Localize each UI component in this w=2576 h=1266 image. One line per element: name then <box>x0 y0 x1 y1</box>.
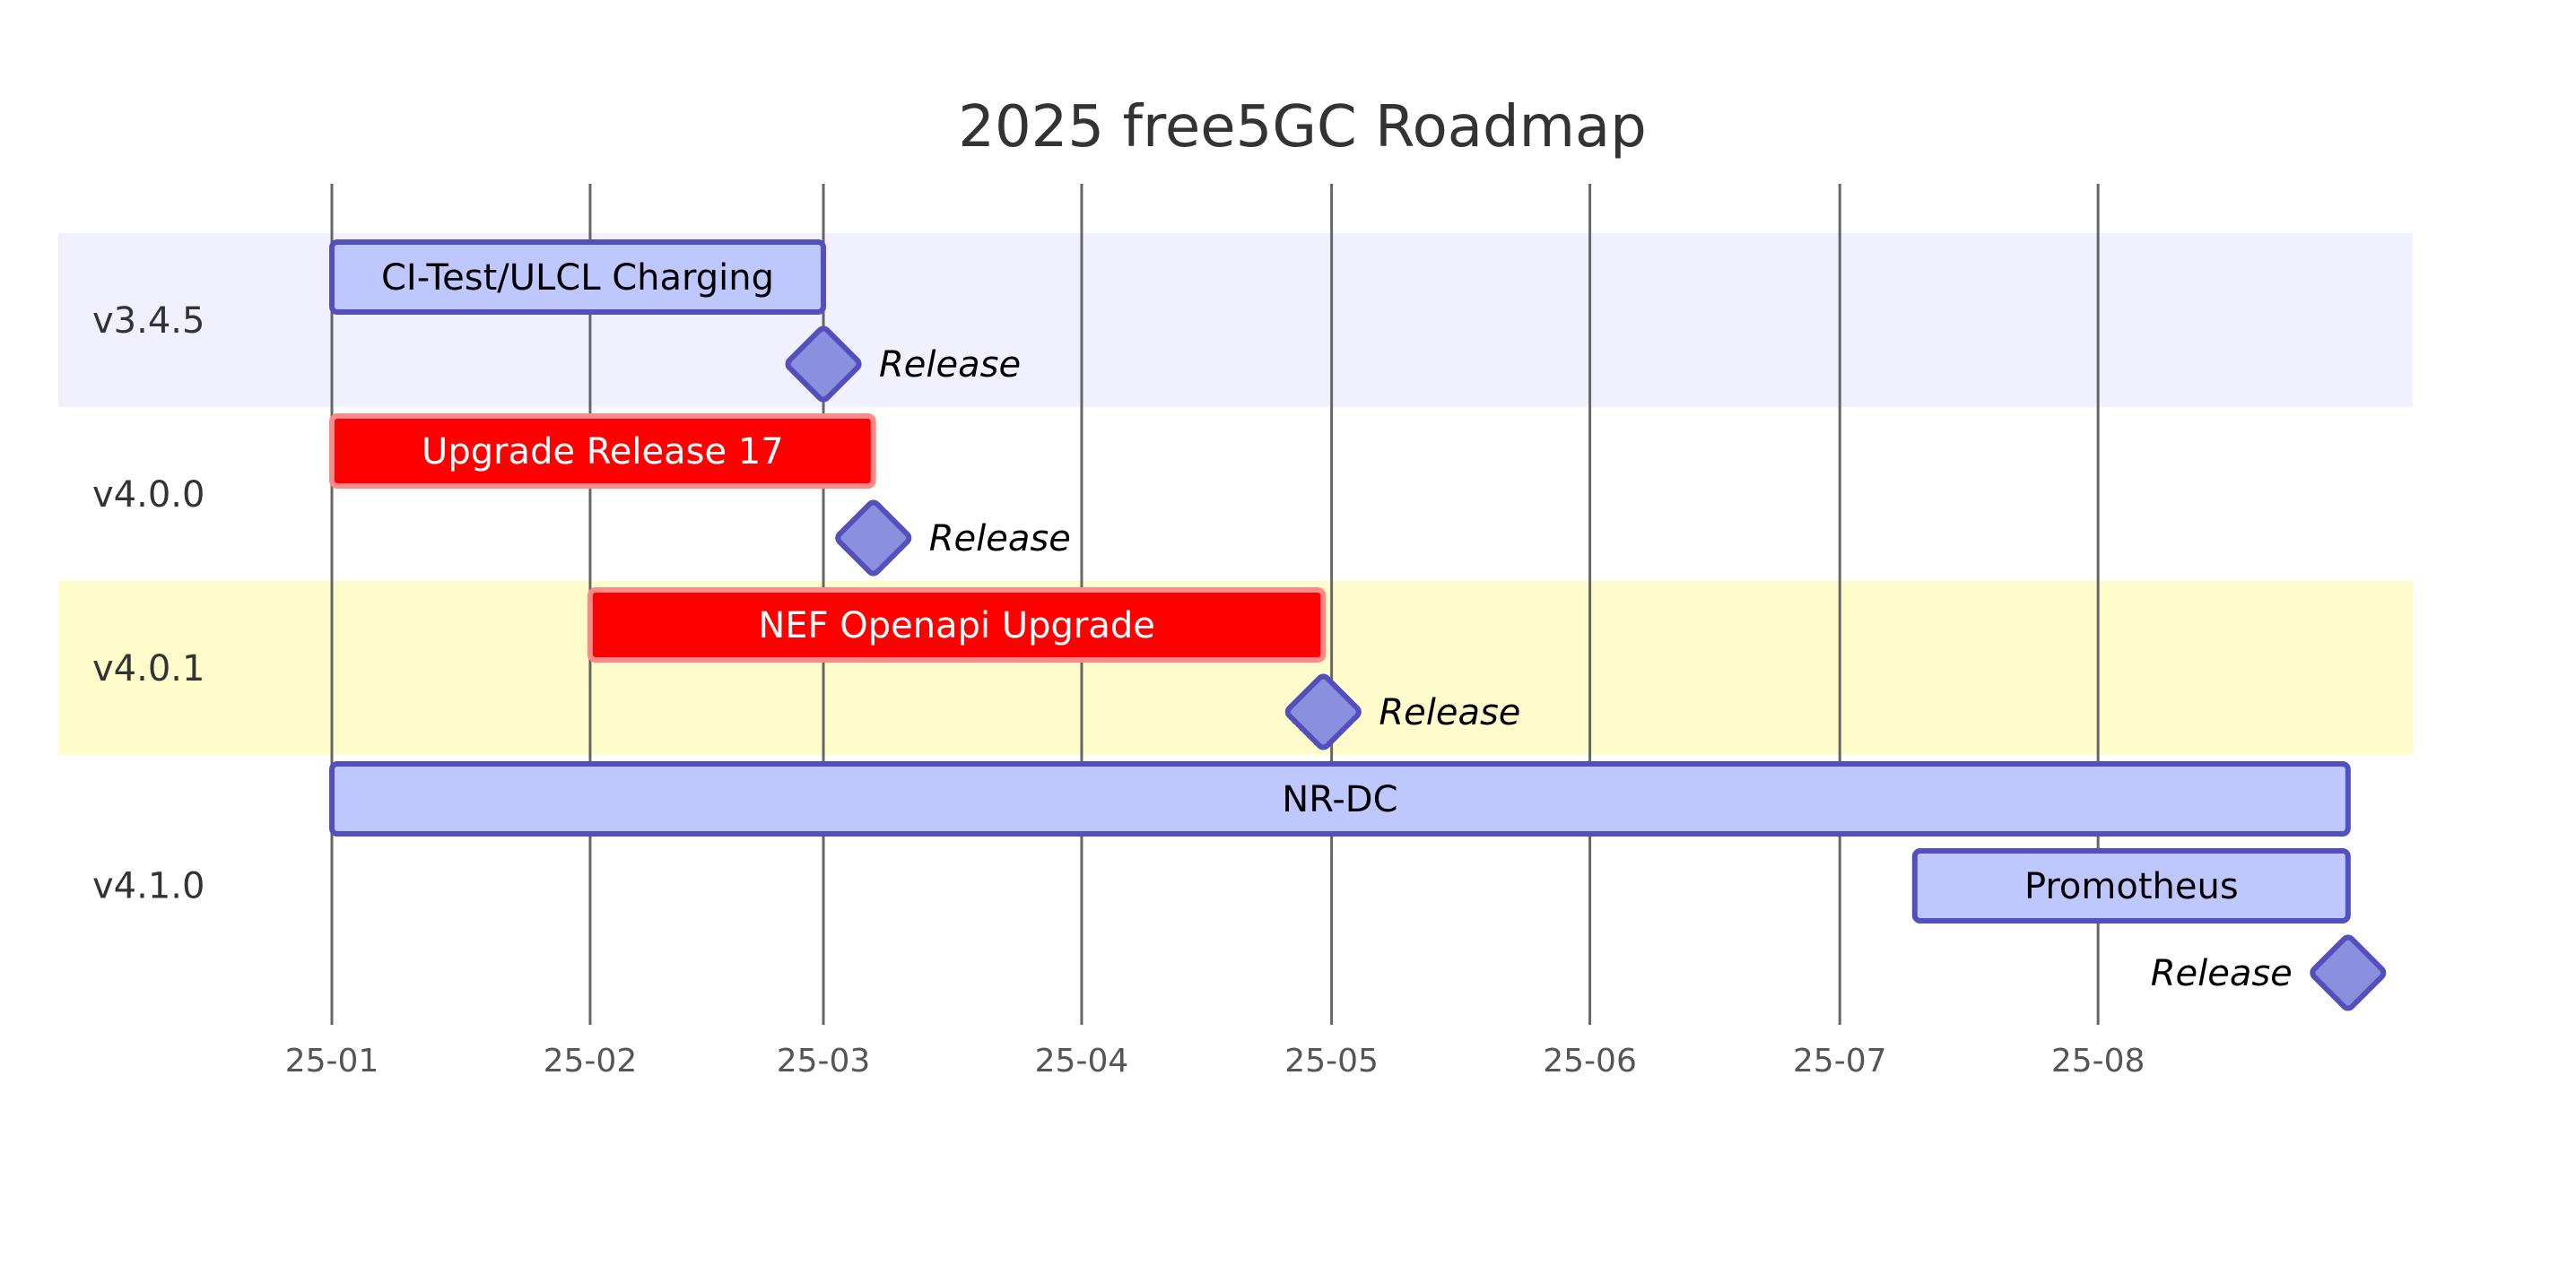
x-tick-label: 25-02 <box>544 1043 638 1080</box>
milestone-label: Release <box>1379 692 1520 733</box>
milestone-marker <box>835 499 912 577</box>
milestone-label: Release <box>929 518 1071 559</box>
tasks: CI-Test/ULCL Charging Upgrade Release 17 N… <box>329 239 2351 923</box>
milestone-marker <box>1284 673 1362 750</box>
milestones: Release Release Release Release <box>785 325 2387 1011</box>
x-tick-label: 25-08 <box>2051 1043 2145 1080</box>
task-label: NR-DC <box>1282 779 1397 820</box>
x-axis-ticks: 25-01 25-02 25-03 25-04 25-05 25-06 25-07 25-08 <box>285 1043 2145 1080</box>
section-label: v4.0.1 <box>92 648 205 689</box>
milestone-label: Release <box>2151 953 2293 994</box>
milestone-marker <box>785 325 862 403</box>
x-tick-label: 25-03 <box>777 1043 871 1080</box>
x-tick-label: 25-01 <box>285 1043 379 1080</box>
x-tick-label: 25-06 <box>1543 1043 1637 1080</box>
x-tick-label: 25-04 <box>1035 1043 1129 1080</box>
milestone-marker <box>2310 934 2387 1011</box>
task-label: CI-Test/ULCL Charging <box>381 257 774 299</box>
section-label: v4.1.0 <box>92 866 205 907</box>
section-label: v3.4.5 <box>92 300 205 342</box>
task-bar <box>587 587 1327 663</box>
x-tick-label: 25-07 <box>1793 1043 1887 1080</box>
task-bar <box>1911 848 2351 923</box>
section-label: v4.0.0 <box>92 474 205 516</box>
section-labels: v3.4.5 v4.0.0 v4.0.1 v4.1.0 <box>92 300 205 907</box>
task-bar <box>329 239 827 315</box>
task-label: Promotheus <box>2024 866 2239 907</box>
milestone-label: Release <box>879 344 1021 386</box>
task-label: NEF Openapi Upgrade <box>758 605 1155 646</box>
chart-title: 2025 free5GC Roadmap <box>958 94 1647 160</box>
task-bar <box>329 761 2351 837</box>
task-label: Upgrade Release 17 <box>422 431 784 473</box>
x-tick-label: 25-05 <box>1284 1043 1379 1080</box>
task-bar <box>329 413 876 489</box>
